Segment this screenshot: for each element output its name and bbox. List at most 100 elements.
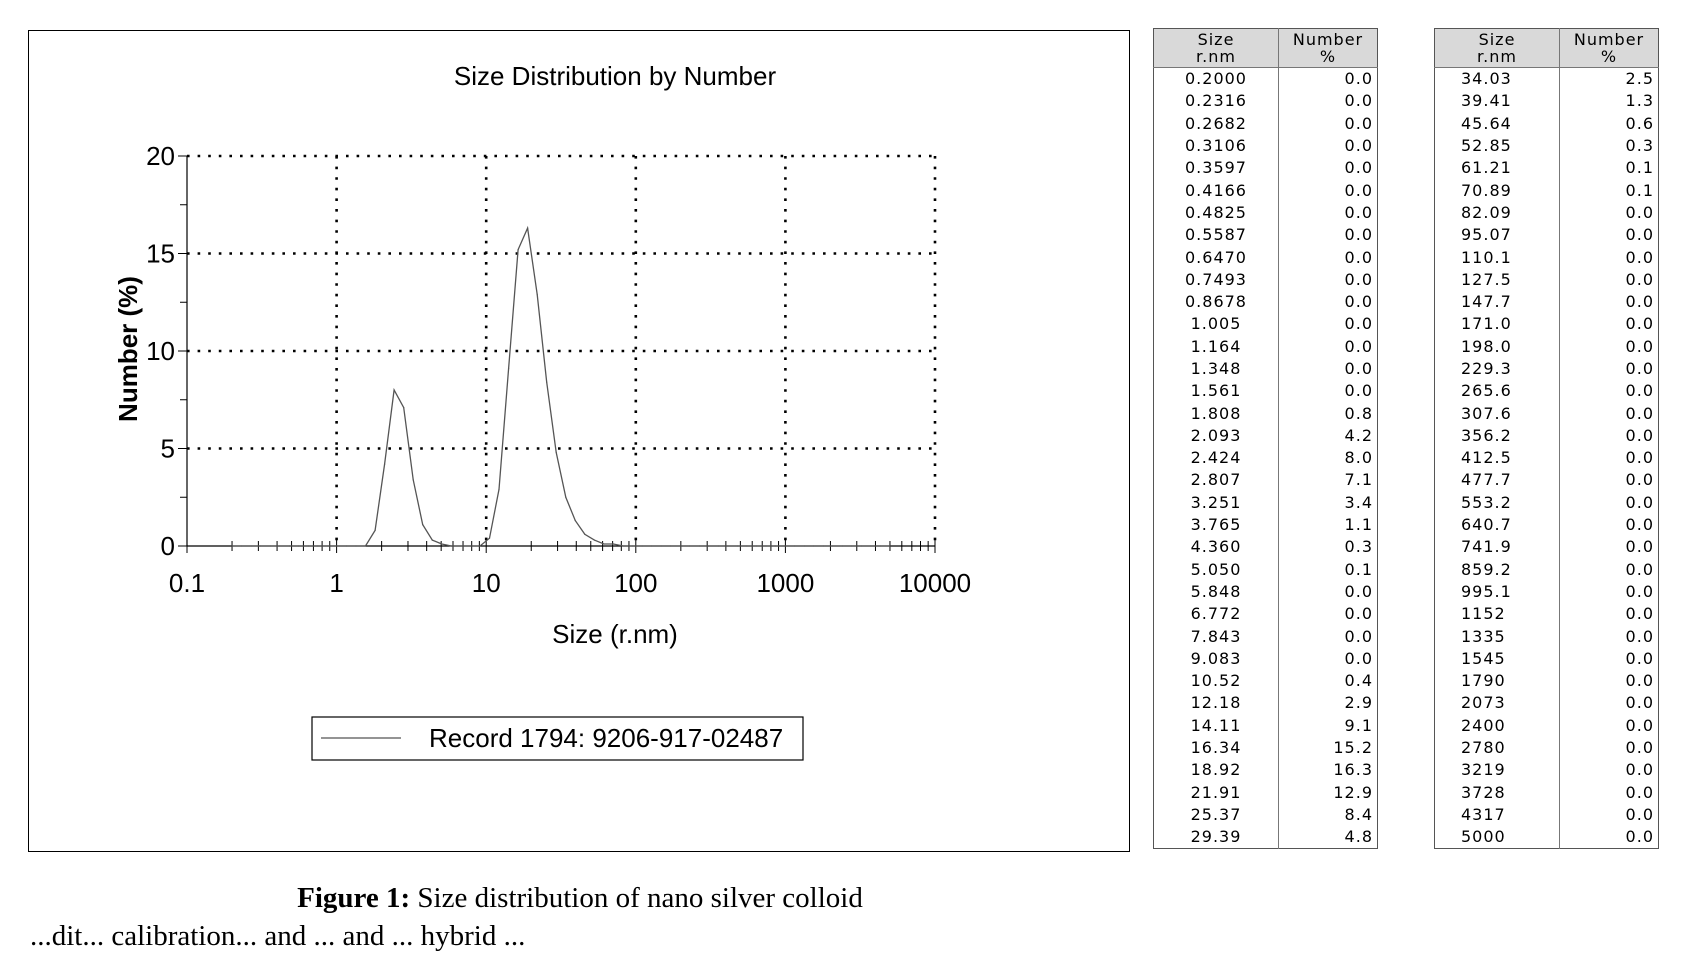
number-column-header: Number% — [1559, 28, 1659, 68]
number-cell: 0.0 — [1559, 580, 1659, 604]
number-cell: 0.0 — [1278, 246, 1378, 269]
table-row: 3219 0.0 — [1435, 759, 1659, 782]
data-point — [851, 545, 853, 547]
table-row: 25.37 8.4 — [1154, 803, 1378, 827]
x-tick-label: 1000 — [756, 568, 814, 598]
size-cell: 553.2 — [1461, 492, 1512, 512]
number-cell: 0.8 — [1278, 402, 1378, 425]
x-tick-label: 10 — [472, 568, 501, 598]
number-cell: 0.0 — [1278, 134, 1378, 158]
clipped-text-line: ...dit... calibration... and ... and ...… — [30, 920, 526, 952]
number-cell: 3.4 — [1278, 491, 1378, 514]
x-tick-label: 0.1 — [169, 568, 205, 598]
number-cell: 0.3 — [1278, 536, 1378, 559]
table-row: 307.6 0.0 — [1435, 402, 1659, 425]
number-cell: 12.9 — [1278, 781, 1378, 804]
size-header-line2: r.nm — [1196, 47, 1236, 66]
table-row: 34.03 2.5 — [1435, 67, 1659, 91]
size-cell: 0.2682 — [1185, 113, 1247, 133]
number-cell: 0.0 — [1559, 625, 1659, 648]
table-row: 1545 0.0 — [1435, 647, 1659, 671]
table-row: 0.2682 0.0 — [1154, 112, 1378, 135]
data-point — [317, 545, 319, 547]
table-row: 6.772 0.0 — [1154, 603, 1378, 626]
data-point — [374, 529, 376, 531]
number-cell: 0.0 — [1278, 647, 1378, 671]
data-point — [822, 545, 824, 547]
data-point — [698, 545, 700, 547]
size-cell: 0.3106 — [1185, 136, 1247, 156]
number-cell: 0.0 — [1278, 179, 1378, 202]
table-row: 0.4825 0.0 — [1154, 201, 1378, 225]
data-point — [260, 545, 262, 547]
number-cell: 8.4 — [1278, 803, 1378, 827]
table-row: 553.2 0.0 — [1435, 491, 1659, 514]
number-cell: 8.0 — [1278, 447, 1378, 470]
size-cell: 477.7 — [1461, 470, 1512, 490]
table-row: 412.5 0.0 — [1435, 447, 1659, 470]
size-cell: 70.89 — [1461, 180, 1512, 200]
size-cell: 171.0 — [1461, 314, 1512, 334]
table-row: 95.07 0.0 — [1435, 224, 1659, 247]
size-cell: 1545 — [1461, 648, 1506, 668]
size-cell: 10.52 — [1190, 671, 1242, 691]
size-distribution-chart: Size Distribution by Number 0.1 1 10 100 100… — [113, 61, 971, 761]
number-header-line1: Number — [1292, 30, 1364, 49]
data-point — [794, 545, 796, 547]
data-point — [765, 545, 767, 547]
table-row: 0.6470 0.0 — [1154, 246, 1378, 269]
grid-lines — [187, 154, 937, 546]
data-point — [403, 407, 405, 409]
data-point — [498, 488, 500, 490]
size-cell: 0.2000 — [1185, 69, 1247, 89]
caption-text: Size distribution of nano silver colloid — [410, 882, 863, 914]
table-row: 16.34 15.2 — [1154, 736, 1378, 760]
number-cell: 0.1 — [1278, 558, 1378, 581]
data-point — [469, 545, 471, 547]
number-cell: 0.0 — [1559, 224, 1659, 247]
data-point — [708, 545, 710, 547]
size-cell: 34.03 — [1461, 69, 1512, 89]
table-row: 18.92 16.3 — [1154, 759, 1378, 782]
size-cell: 2780 — [1461, 738, 1506, 758]
size-cell: 95.07 — [1461, 225, 1512, 245]
data-point — [450, 545, 452, 547]
table-row: 859.2 0.0 — [1435, 558, 1659, 581]
number-cell: 0.0 — [1278, 268, 1378, 291]
data-point — [460, 545, 462, 547]
size-cell: 39.41 — [1461, 91, 1512, 111]
table-row: 10.52 0.4 — [1154, 670, 1378, 693]
data-point — [717, 545, 719, 547]
number-cell: 9.1 — [1278, 714, 1378, 737]
y-tick-labels: 0 5 10 15 20 — [146, 141, 175, 561]
data-point — [641, 545, 643, 547]
size-cell: 2.424 — [1190, 448, 1242, 468]
table-row: 5.848 0.0 — [1154, 580, 1378, 604]
table-row: 2.093 4.2 — [1154, 424, 1378, 448]
data-point — [889, 545, 891, 547]
size-cell: 741.9 — [1461, 537, 1512, 557]
data-point — [603, 543, 605, 545]
table-row: 0.2000 0.0 — [1154, 67, 1378, 91]
table-row: 995.1 0.0 — [1435, 580, 1659, 604]
size-cell: 61.21 — [1461, 158, 1512, 178]
size-cell: 1335 — [1461, 626, 1506, 646]
data-point — [651, 545, 653, 547]
number-cell: 0.0 — [1278, 90, 1378, 113]
number-cell: 0.0 — [1278, 157, 1378, 180]
size-cell: 14.11 — [1190, 715, 1242, 735]
figure-caption: Figure 1: Size distribution of nano silv… — [0, 882, 1160, 915]
size-cell: 0.2316 — [1185, 91, 1247, 111]
data-point — [565, 496, 567, 498]
number-cell: 0.0 — [1559, 826, 1659, 849]
size-cell: 29.39 — [1190, 827, 1242, 847]
table-row: 0.3106 0.0 — [1154, 134, 1378, 158]
x-tick-label: 1 — [329, 568, 343, 598]
number-cell: 15.2 — [1278, 736, 1378, 760]
data-point — [431, 539, 433, 541]
number-cell: 0.0 — [1278, 357, 1378, 381]
data-point — [393, 389, 395, 391]
size-cell: 0.6470 — [1185, 247, 1247, 267]
table-row: 21.91 12.9 — [1154, 781, 1378, 804]
size-cell: 7.843 — [1190, 626, 1242, 646]
